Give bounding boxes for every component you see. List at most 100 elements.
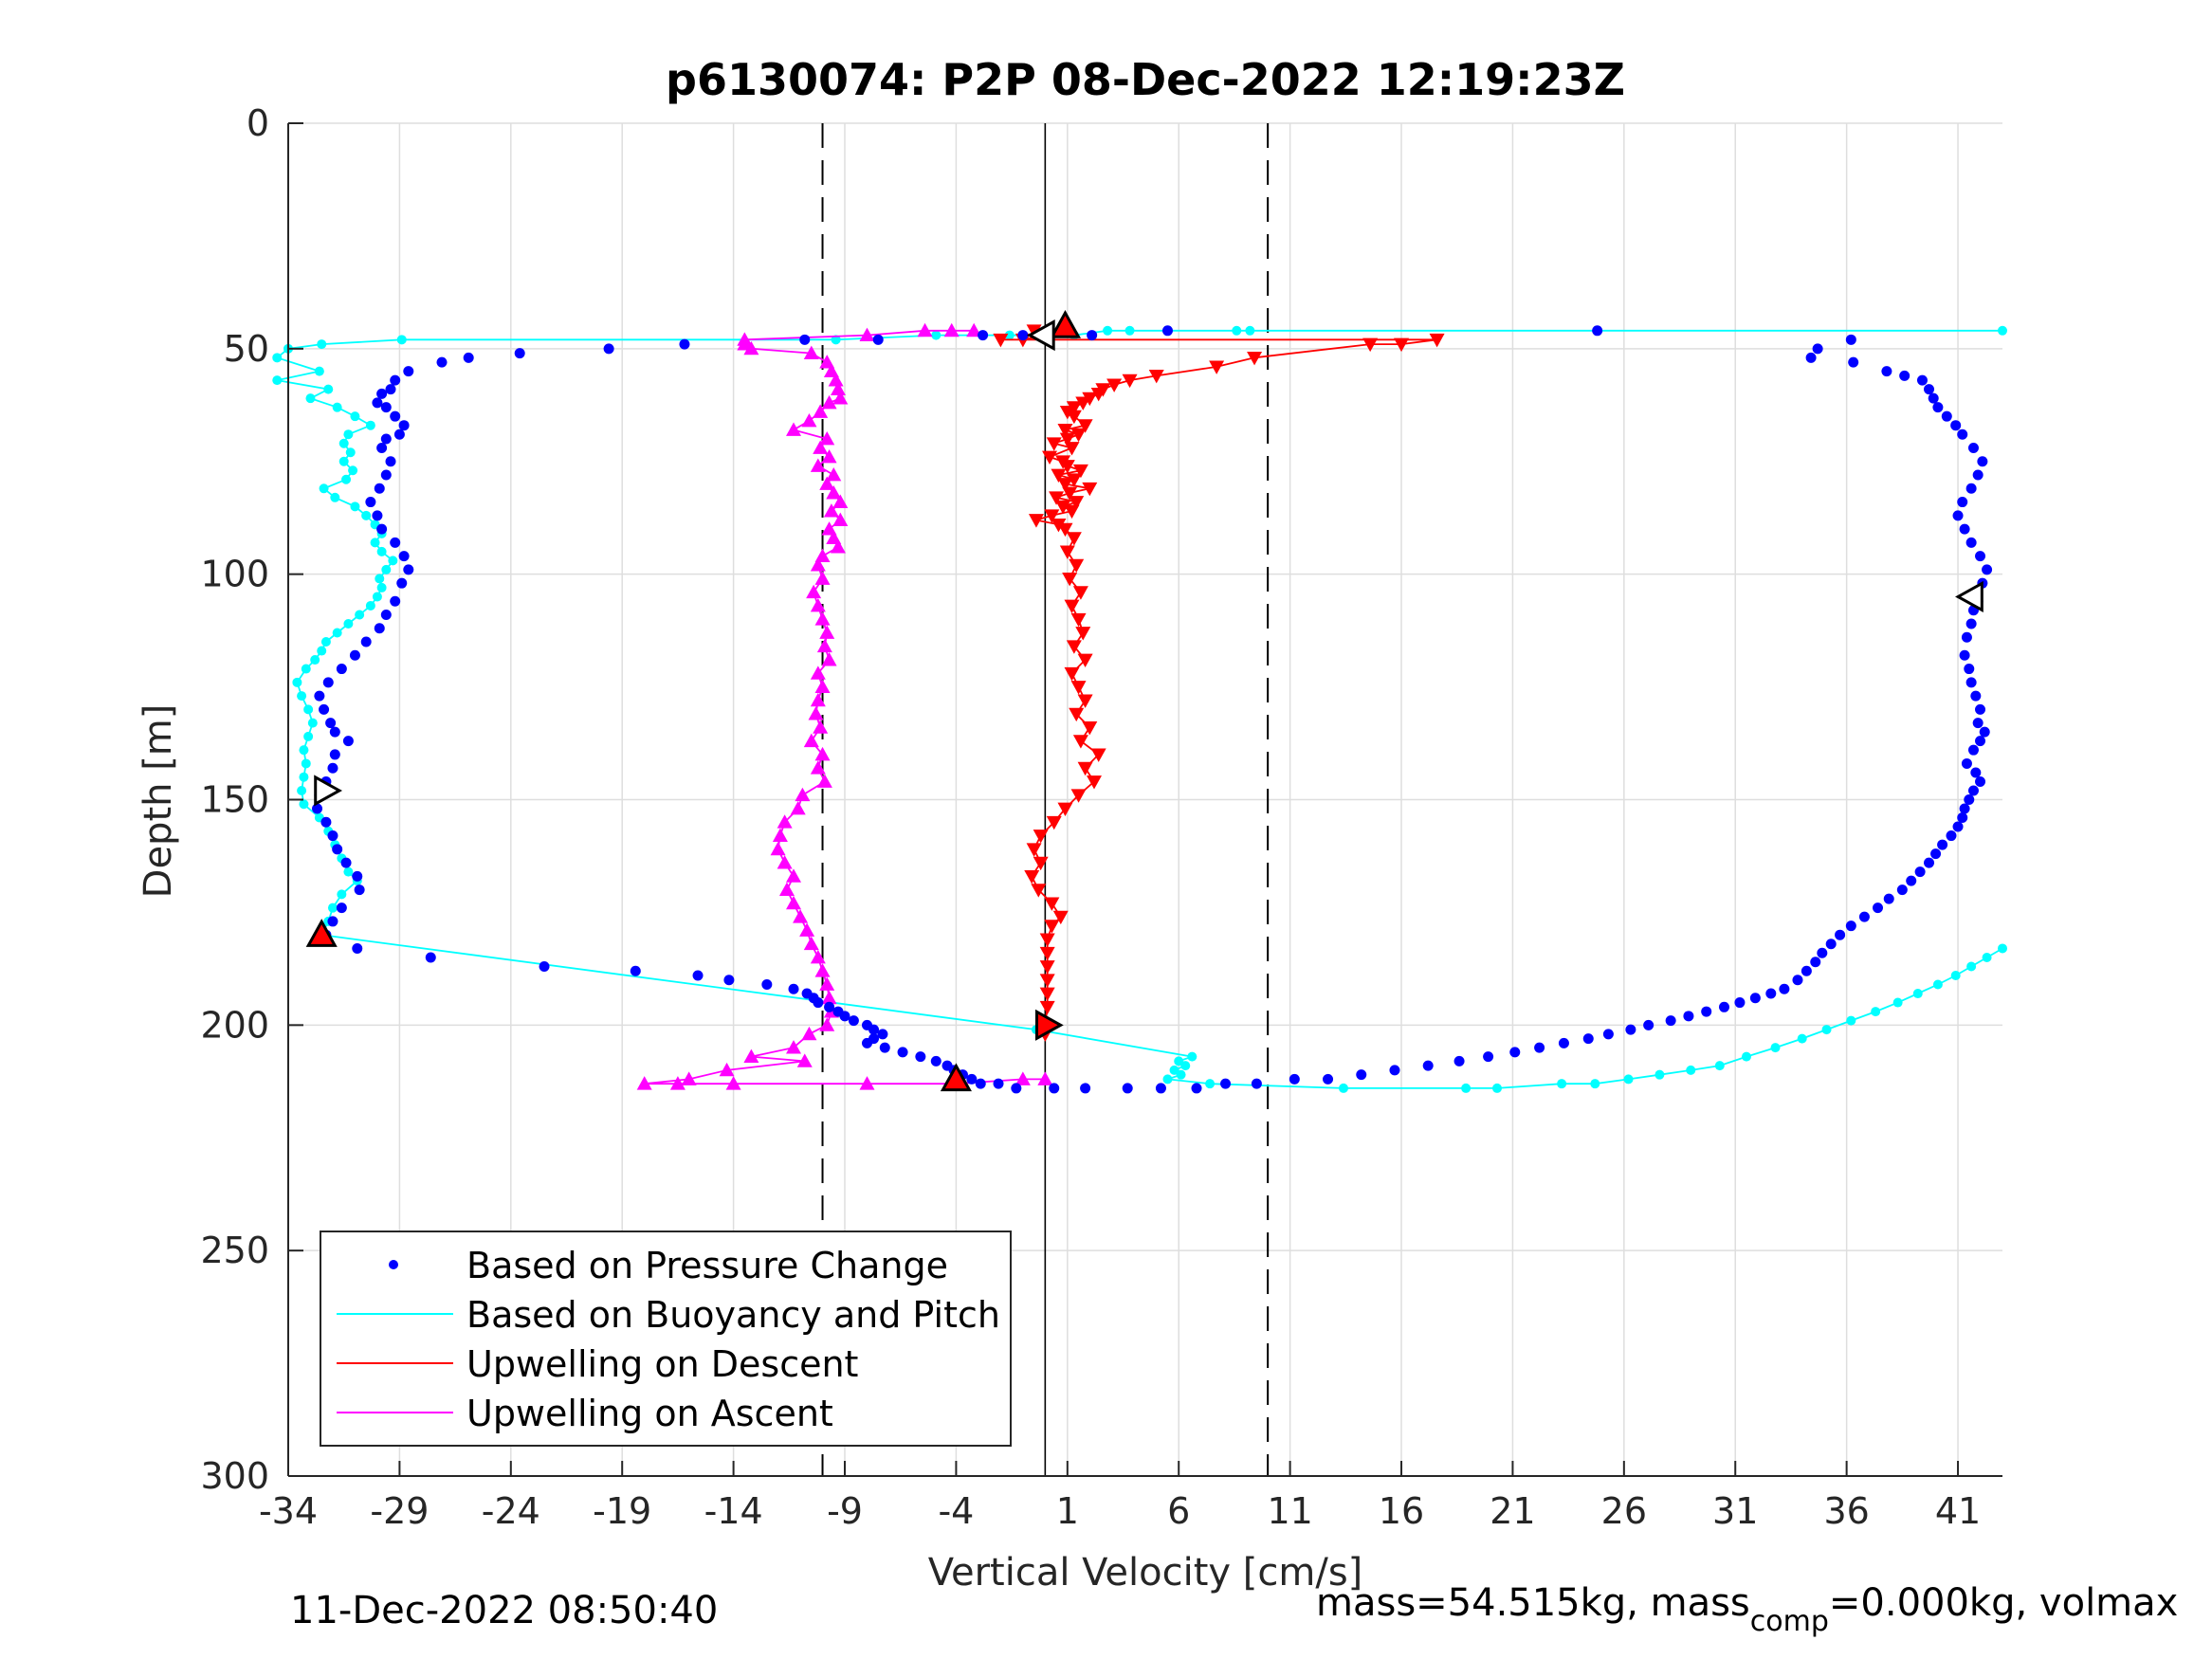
- data-point: [1057, 802, 1073, 817]
- data-point: [1245, 325, 1255, 336]
- data-point: [1665, 1015, 1676, 1027]
- data-point: [340, 857, 352, 868]
- data-point: [352, 870, 363, 882]
- data-point: [1362, 337, 1379, 353]
- data-point: [1069, 707, 1085, 722]
- data-point: [1982, 564, 1993, 575]
- x-tick-label: -29: [370, 1490, 429, 1532]
- data-point: [1686, 1065, 1696, 1075]
- data-point: [725, 1076, 741, 1090]
- data-point: [1957, 812, 1968, 824]
- data-point: [813, 440, 829, 454]
- data-point: [1858, 911, 1870, 922]
- data-point: [343, 429, 354, 440]
- x-tick-label: 31: [1712, 1490, 1758, 1532]
- data-point: [810, 458, 826, 472]
- data-point: [1077, 694, 1093, 708]
- data-point: [879, 1042, 890, 1053]
- series-based-on-pressure-change: [312, 325, 1993, 1094]
- data-point: [388, 556, 398, 566]
- data-point: [1950, 420, 1962, 431]
- data-point: [993, 1078, 1004, 1089]
- data-point: [1004, 330, 1015, 340]
- data-point: [814, 571, 831, 585]
- x-tick-label: 21: [1490, 1490, 1535, 1532]
- x-tick-label: 26: [1601, 1490, 1647, 1532]
- data-point: [859, 1076, 875, 1090]
- data-point: [796, 1053, 813, 1067]
- data-point: [723, 975, 735, 986]
- data-point: [1845, 921, 1856, 932]
- data-point: [396, 335, 407, 345]
- data-point: [819, 476, 835, 490]
- data-point: [303, 731, 314, 741]
- data-point: [341, 474, 352, 484]
- data-point: [830, 381, 846, 396]
- event-marker: [314, 775, 343, 807]
- data-point: [1042, 450, 1058, 465]
- data-point: [336, 902, 347, 914]
- data-point: [810, 760, 826, 775]
- data-point: [1932, 402, 1944, 413]
- data-point: [1046, 815, 1062, 830]
- data-point: [380, 433, 392, 445]
- data-point: [1982, 952, 1992, 962]
- data-point: [1701, 1006, 1712, 1017]
- data-point: [1075, 396, 1091, 410]
- data-point: [301, 758, 311, 769]
- data-point: [436, 356, 448, 368]
- data-point: [630, 965, 641, 976]
- data-point: [539, 960, 550, 972]
- data-point: [828, 373, 844, 387]
- data-point: [821, 652, 837, 666]
- data-point: [1070, 612, 1087, 628]
- data-point: [305, 393, 316, 404]
- data-point: [1534, 1042, 1545, 1053]
- data-point: [319, 703, 330, 715]
- x-tick-label: -14: [704, 1490, 763, 1532]
- data-point: [1975, 736, 1986, 747]
- data-point: [788, 983, 799, 994]
- data-point: [350, 501, 360, 512]
- data-point: [1106, 378, 1123, 392]
- data-point: [327, 830, 338, 842]
- data-point: [1055, 500, 1071, 515]
- data-point: [1174, 1056, 1184, 1066]
- data-point: [385, 384, 396, 395]
- data-point: [1232, 325, 1242, 336]
- data-point: [1873, 902, 1884, 914]
- data-point: [1066, 640, 1082, 654]
- data-point: [1952, 510, 1964, 521]
- data-point: [813, 720, 829, 734]
- legend-label: Upwelling on Ascent: [466, 1393, 833, 1434]
- data-point: [390, 410, 401, 422]
- plot-data: [272, 309, 2007, 1094]
- data-point: [1932, 979, 1943, 990]
- data-point: [1779, 983, 1790, 994]
- data-point: [681, 1071, 697, 1085]
- event-marker: [1026, 319, 1055, 352]
- data-point: [813, 997, 824, 1009]
- data-point: [1082, 482, 1098, 497]
- x-tick-label: -24: [482, 1490, 540, 1532]
- data-point: [336, 664, 347, 675]
- data-point: [1899, 370, 1910, 381]
- data-point: [1965, 618, 1977, 629]
- x-axis-label: Vertical Velocity [cm/s]: [928, 1551, 1363, 1595]
- data-point: [349, 649, 360, 661]
- data-point: [1037, 1071, 1053, 1085]
- data-point: [314, 366, 324, 376]
- data-point: [1220, 1078, 1232, 1089]
- data-point: [1961, 631, 1972, 643]
- data-point: [1924, 857, 1935, 868]
- data-point: [1792, 975, 1803, 986]
- data-point: [365, 497, 376, 508]
- data-point: [917, 322, 933, 337]
- data-point: [795, 787, 811, 802]
- data-point: [1122, 374, 1138, 389]
- data-point: [1557, 1079, 1567, 1089]
- data-point: [1077, 653, 1093, 668]
- data-point: [320, 637, 331, 647]
- data-point: [1087, 330, 1098, 341]
- data-point: [303, 704, 314, 715]
